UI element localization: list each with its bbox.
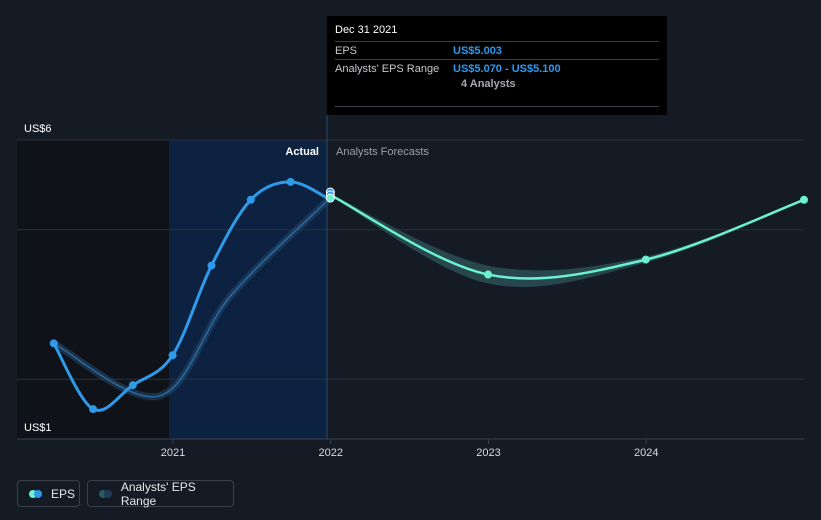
eps-point [168,351,177,360]
tooltip-range-value: US$5.070 - US$5.100 [453,63,561,75]
past-shade [17,140,169,439]
tooltip-range-label: Analysts' EPS Range [335,63,440,75]
x-tick-label: 2024 [634,447,658,459]
actual-label: Actual [285,146,319,158]
y-tick-label: US$6 [24,123,52,135]
forecast-point-current [325,193,335,203]
tooltip: Dec 31 2021 EPS US$5.003 Analysts' EPS R… [327,16,667,115]
eps-point [49,339,58,348]
eps-legend-icon [29,489,43,498]
x-tick-label: 2021 [161,447,185,459]
eps-point [246,195,255,204]
tooltip-eps-value: US$5.003 [453,45,502,57]
x-tick-label: 2023 [476,447,500,459]
x-tick-label: 2022 [319,447,343,459]
analysts-forecasts-label: Analysts Forecasts [336,146,429,158]
tooltip-divider [335,106,659,107]
legend-eps[interactable]: EPS [17,480,80,507]
analysts-eps-range-band [330,193,804,287]
forecast-point [484,270,493,279]
range-legend-icon [99,489,113,498]
legend-range-label: Analysts' EPS Range [120,479,196,508]
eps-point [286,177,295,186]
forecast-line [329,193,805,280]
eps-point [207,261,216,270]
tooltip-analysts: 4 Analysts [461,78,516,90]
eps-range-ghost-line [53,197,331,398]
legend-eps-range[interactable]: Analysts' EPS Range [87,479,234,508]
highlight-band [169,140,327,439]
legend-eps-label: EPS [51,486,76,501]
forecast-point [800,195,808,204]
eps-point [128,381,137,390]
forecast-point [641,255,650,264]
tooltip-eps-label: EPS [335,45,358,57]
y-tick-label: US$1 [24,422,52,434]
eps-point [89,405,98,414]
tooltip-eps-row: EPS US$5.003 [335,41,659,59]
tooltip-range-row: Analysts' EPS Range US$5.070 - US$5.100 [335,59,659,77]
tooltip-date: Dec 31 2021 [335,24,398,36]
